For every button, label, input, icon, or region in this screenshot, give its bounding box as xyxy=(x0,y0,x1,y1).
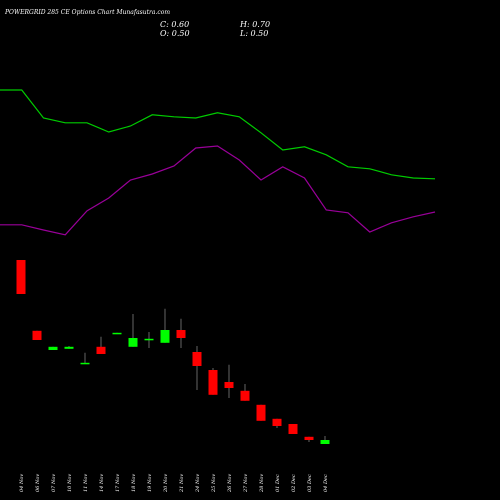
x-tick-label: 27 Nov xyxy=(243,474,249,493)
candle-body xyxy=(288,424,298,434)
info-close: C: 0.60 xyxy=(160,20,189,29)
candle-body xyxy=(144,338,154,341)
candle-body xyxy=(64,346,74,349)
chart-title: POWERGRID 285 CE Options Chart Munafasut… xyxy=(4,9,170,16)
x-tick-label: 10 Nov xyxy=(67,474,73,492)
x-tick-label: 01 Dec xyxy=(275,474,281,492)
x-tick-label: 17 Nov xyxy=(115,474,121,492)
x-tick-label: 28 Nov xyxy=(259,474,265,493)
candle-body xyxy=(304,436,314,440)
info-low: L: 0.50 xyxy=(239,29,268,38)
info-high: H: 0.70 xyxy=(239,20,270,29)
candle-body xyxy=(48,346,58,350)
candle-body xyxy=(112,332,122,335)
candle-body xyxy=(80,362,90,365)
x-tick-label: 03 Dec xyxy=(307,474,313,492)
x-tick-label: 11 Nov xyxy=(83,474,89,492)
candle-body xyxy=(16,260,26,294)
x-tick-label: 19 Nov xyxy=(147,474,153,492)
candle-body xyxy=(96,346,106,354)
x-tick-label: 21 Nov xyxy=(179,474,185,493)
x-tick-label: 14 Nov xyxy=(99,474,105,492)
x-tick-label: 26 Nov xyxy=(227,474,233,493)
x-tick-label: 07 Nov xyxy=(51,474,57,492)
info-open: O: 0.50 xyxy=(160,29,190,38)
indicator-line xyxy=(0,89,436,180)
candle-body xyxy=(224,382,234,388)
x-tick-label: 06 Nov xyxy=(35,474,41,492)
candle-body xyxy=(208,370,218,395)
candle-body xyxy=(192,352,202,366)
candle-body xyxy=(32,330,42,340)
x-tick-label: 04 Nov xyxy=(19,474,25,492)
candle-body xyxy=(320,440,330,444)
candle-body xyxy=(176,330,186,338)
x-tick-label: 25 Nov xyxy=(211,474,217,493)
candle-body xyxy=(240,390,250,401)
candle-body xyxy=(160,330,170,343)
candle-body xyxy=(128,338,138,347)
indicator-line xyxy=(0,145,436,236)
x-tick-label: 24 Nov xyxy=(195,474,201,493)
candle-body xyxy=(256,404,266,421)
x-tick-label: 02 Dec xyxy=(291,474,297,492)
x-tick-label: 18 Nov xyxy=(131,474,137,492)
x-tick-label: 04 Dec xyxy=(323,474,329,492)
x-tick-label: 20 Nov xyxy=(163,474,169,493)
candle-body xyxy=(272,418,282,426)
